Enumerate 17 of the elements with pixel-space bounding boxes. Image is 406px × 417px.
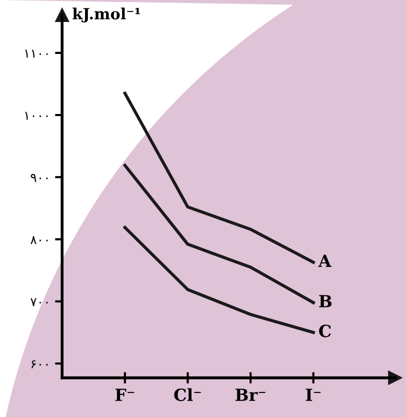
series-label: C — [319, 324, 331, 338]
line-series — [123, 92, 315, 264]
series-label: A — [318, 254, 332, 267]
x-tick-label: F⁻ — [115, 388, 134, 401]
x-tick-label: Br⁻ — [236, 388, 266, 401]
y-tick-label: ۸۰۰ — [30, 236, 48, 244]
y-tick-label: ۶۰۰ — [31, 360, 48, 368]
y-tick-label: ۹۰۰ — [30, 174, 48, 182]
x-tick-label: Cl⁻ — [174, 388, 201, 402]
line-series — [123, 164, 315, 304]
y-tick-label: ۱۱۰۰ — [25, 50, 48, 58]
line-series — [123, 226, 315, 334]
y-axis-title: kJ.mol⁻¹ — [72, 8, 140, 22]
y-tick-label: ۱۰۰۰ — [25, 112, 48, 120]
x-tick-label: I⁻ — [306, 388, 321, 401]
series-label: B — [319, 295, 332, 308]
y-tick-label: ۷۰۰ — [30, 298, 48, 306]
